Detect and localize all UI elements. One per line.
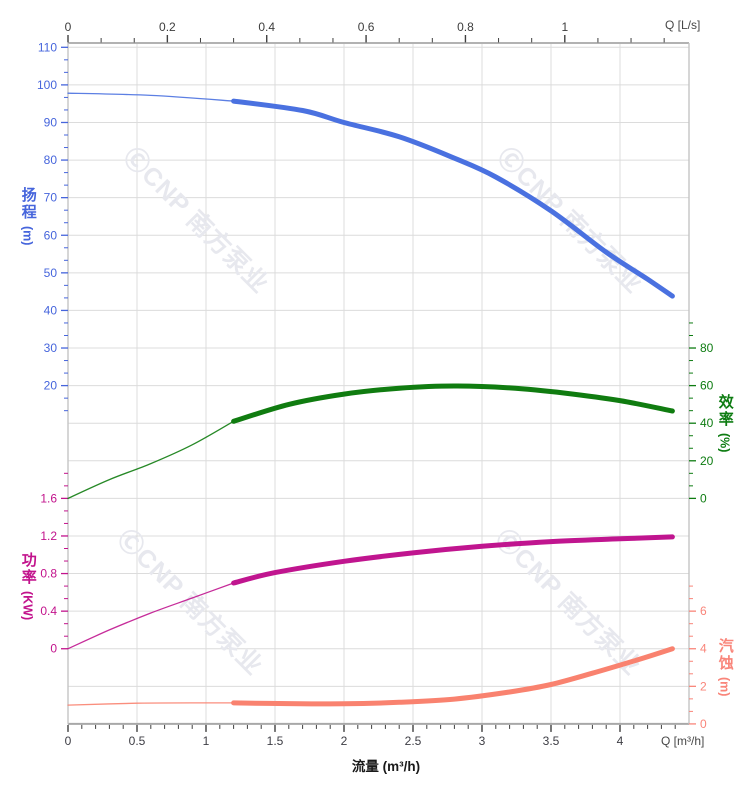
svg-text:60: 60 xyxy=(700,379,714,393)
svg-text:90: 90 xyxy=(44,115,58,129)
svg-text:0.8: 0.8 xyxy=(40,567,57,581)
power-axis-unit: (KW) xyxy=(20,591,35,621)
npsh-axis-name: 汽蚀 xyxy=(716,638,734,672)
head-axis-name: 扬程 xyxy=(19,187,37,221)
svg-text:3: 3 xyxy=(479,734,486,748)
svg-text:50: 50 xyxy=(44,266,58,280)
svg-text:0.4: 0.4 xyxy=(258,20,275,34)
top-axis: 0 0.2 0.4 0.6 0.8 1 xyxy=(65,20,665,43)
svg-text:60: 60 xyxy=(44,228,58,242)
svg-text:2: 2 xyxy=(341,734,348,748)
npsh-axis: 6 4 2 0 xyxy=(689,585,707,731)
top-axis-unit-label: Q [L/s] xyxy=(665,18,701,32)
svg-text:6: 6 xyxy=(700,604,707,618)
efficiency-axis-unit: (%) xyxy=(717,433,732,453)
svg-text:110: 110 xyxy=(38,40,57,54)
svg-text:1.6: 1.6 xyxy=(40,491,57,505)
efficiency-axis: 80 60 40 20 0 xyxy=(689,322,714,505)
power-axis-name: 功率 xyxy=(19,552,37,586)
svg-text:20: 20 xyxy=(700,454,714,468)
svg-text:0.2: 0.2 xyxy=(159,20,176,34)
head-axis: 110 100 90 80 70 60 50 40 30 20 xyxy=(37,40,68,412)
power-axis: 1.6 1.2 0.8 0.4 0 xyxy=(40,472,68,656)
svg-text:1.2: 1.2 xyxy=(40,529,57,543)
svg-text:1.5: 1.5 xyxy=(267,734,284,748)
bottom-axis-unit-label: Q [m³/h] xyxy=(661,734,705,748)
head-curve xyxy=(67,92,675,299)
npsh-curve xyxy=(67,646,675,707)
head-axis-title: 扬程 (m) xyxy=(19,187,37,246)
watermark-text: ⒸCNP 南方泵业 xyxy=(492,142,649,299)
npsh-axis-unit: (m) xyxy=(717,677,732,697)
power-curve xyxy=(67,534,675,650)
head-axis-unit: (m) xyxy=(20,226,35,246)
svg-text:30: 30 xyxy=(44,341,58,355)
svg-text:0: 0 xyxy=(700,491,707,505)
svg-text:0.8: 0.8 xyxy=(457,20,474,34)
svg-text:0: 0 xyxy=(700,717,707,731)
efficiency-axis-title: 效率 (%) xyxy=(716,394,734,453)
svg-text:4: 4 xyxy=(617,734,624,748)
svg-text:100: 100 xyxy=(37,78,57,92)
efficiency-curve xyxy=(67,383,675,500)
svg-text:4: 4 xyxy=(700,642,707,656)
efficiency-axis-name: 效率 xyxy=(716,394,734,428)
power-axis-title: 功率 (KW) xyxy=(19,552,37,621)
svg-text:0.4: 0.4 xyxy=(40,604,57,618)
svg-text:80: 80 xyxy=(700,341,714,355)
bottom-axis: 0 0.5 1 1.5 2 2.5 3 3.5 4 xyxy=(65,724,676,748)
svg-text:2.5: 2.5 xyxy=(405,734,422,748)
watermark-text: ⒸCNP 南方泵业 xyxy=(490,524,647,681)
watermark-text: ⒸCNP 南方泵业 xyxy=(118,142,275,299)
svg-text:0.6: 0.6 xyxy=(358,20,375,34)
svg-text:20: 20 xyxy=(44,379,58,393)
svg-text:40: 40 xyxy=(44,303,58,317)
svg-text:0: 0 xyxy=(65,734,72,748)
svg-text:80: 80 xyxy=(44,153,58,167)
plot-border xyxy=(67,42,690,725)
npsh-axis-title: 汽蚀 (m) xyxy=(716,638,734,697)
svg-text:0: 0 xyxy=(65,20,72,34)
svg-text:0.5: 0.5 xyxy=(129,734,146,748)
svg-text:70: 70 xyxy=(44,191,58,205)
svg-text:3.5: 3.5 xyxy=(543,734,560,748)
svg-text:1: 1 xyxy=(561,20,568,34)
svg-text:1: 1 xyxy=(203,734,210,748)
watermark-text: ⒸCNP 南方泵业 xyxy=(112,524,269,681)
svg-text:40: 40 xyxy=(700,416,714,430)
x-axis-title: 流量 (m³/h) xyxy=(351,759,421,774)
svg-text:2: 2 xyxy=(700,679,707,693)
svg-text:0: 0 xyxy=(50,642,57,656)
